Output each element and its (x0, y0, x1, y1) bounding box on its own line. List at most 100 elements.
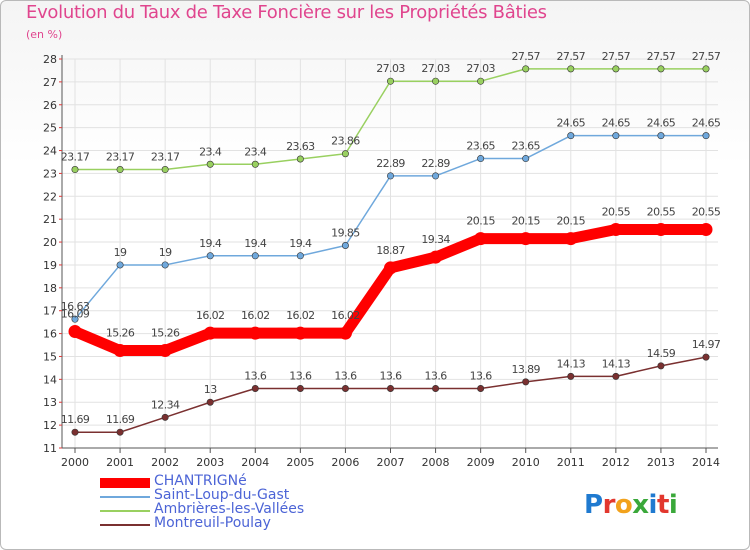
x-tick-label: 2013 (647, 456, 675, 469)
data-point (519, 232, 533, 246)
data-label: 23.65 (511, 140, 540, 153)
data-point (161, 413, 169, 421)
x-tick-label: 2014 (692, 456, 720, 469)
data-point (699, 222, 713, 236)
data-point (432, 77, 440, 85)
data-label: 23.4 (199, 145, 222, 158)
data-point (477, 385, 485, 393)
x-tick-label: 2005 (286, 456, 314, 469)
y-tick-label: 11 (43, 442, 57, 455)
data-label: 20.15 (466, 215, 495, 228)
data-label: 23.17 (151, 151, 180, 164)
chart-subtitle: (en %) (26, 28, 63, 41)
y-tick-label: 20 (43, 236, 57, 249)
legend-label: Saint-Loup-du-Gast (154, 487, 290, 503)
data-point (474, 232, 488, 246)
legend-label: Montreuil-Poulay (154, 515, 271, 531)
data-label: 13.6 (244, 370, 267, 383)
data-label: 23.4 (244, 145, 267, 158)
x-tick-label: 2003 (196, 456, 224, 469)
x-tick-label: 2004 (241, 456, 269, 469)
data-label: 20.55 (602, 205, 631, 218)
data-point (432, 385, 440, 393)
data-label: 16.02 (241, 309, 270, 322)
data-point (702, 353, 710, 361)
data-point (338, 326, 352, 340)
data-label: 20.15 (557, 215, 586, 228)
data-point (158, 344, 172, 358)
x-tick-label: 2008 (422, 456, 450, 469)
data-point (206, 160, 214, 168)
data-label: 13 (204, 383, 217, 396)
data-label: 27.57 (692, 50, 721, 63)
x-tick-label: 2010 (512, 456, 540, 469)
legend-swatch (100, 496, 150, 498)
data-point (429, 250, 443, 264)
y-tick-label: 17 (43, 305, 57, 318)
data-label: 22.89 (421, 157, 450, 170)
legend-item: Montreuil-Poulay (100, 515, 400, 540)
data-point (113, 344, 127, 358)
data-label: 24.65 (557, 117, 586, 130)
y-tick-label: 19 (43, 259, 57, 272)
data-point (71, 315, 79, 323)
x-tick-label: 2002 (151, 456, 179, 469)
data-label: 13.6 (334, 370, 357, 383)
data-point (206, 398, 214, 406)
data-label: 23.17 (61, 151, 90, 164)
y-tick-label: 12 (43, 419, 57, 432)
x-tick-label: 2007 (377, 456, 405, 469)
data-label: 16.63 (61, 300, 90, 313)
y-tick-label: 21 (43, 213, 57, 226)
data-label: 24.65 (692, 117, 721, 130)
data-point (248, 326, 262, 340)
data-label: 23.17 (106, 151, 135, 164)
data-label: 13.6 (379, 370, 402, 383)
data-point (567, 65, 575, 73)
legend-swatch (100, 524, 150, 526)
data-point (567, 372, 575, 380)
data-point (384, 261, 397, 275)
data-label: 19.34 (421, 233, 450, 246)
data-point (702, 132, 710, 140)
y-tick-label: 25 (43, 122, 57, 135)
data-point (657, 65, 665, 73)
data-point (206, 252, 214, 260)
data-point (251, 385, 259, 393)
legend-label: CHANTRIGNé (154, 473, 247, 489)
series-2 (71, 65, 710, 174)
data-point (251, 252, 259, 260)
data-point (432, 172, 440, 180)
data-label: 16.09 (61, 308, 90, 321)
data-point (296, 385, 304, 393)
data-label: 11.69 (106, 413, 135, 426)
data-point (341, 241, 349, 249)
y-tick-label: 13 (43, 396, 57, 409)
data-point (341, 150, 349, 158)
logo-letter: x (632, 490, 649, 520)
data-point (341, 385, 349, 393)
y-tick-label: 28 (43, 53, 57, 66)
proxiti-logo: Proxiti (584, 490, 678, 520)
data-point (654, 222, 668, 236)
data-point (116, 428, 124, 436)
y-tick-label: 27 (43, 76, 57, 89)
data-label: 20.55 (692, 205, 721, 218)
data-point (386, 77, 394, 85)
data-point (702, 65, 710, 73)
legend-swatch (100, 478, 150, 488)
data-point (567, 132, 575, 140)
data-label: 27.57 (602, 50, 631, 63)
data-label: 14.59 (647, 347, 676, 360)
x-tick-label: 2011 (557, 456, 585, 469)
data-label: 15.26 (106, 327, 135, 340)
data-label: 19.4 (289, 237, 312, 250)
series-1 (71, 132, 710, 323)
data-point (296, 155, 304, 163)
data-label: 13.6 (470, 370, 493, 383)
data-label: 16.02 (196, 309, 225, 322)
data-label: 24.65 (602, 117, 631, 130)
data-point (522, 65, 530, 73)
